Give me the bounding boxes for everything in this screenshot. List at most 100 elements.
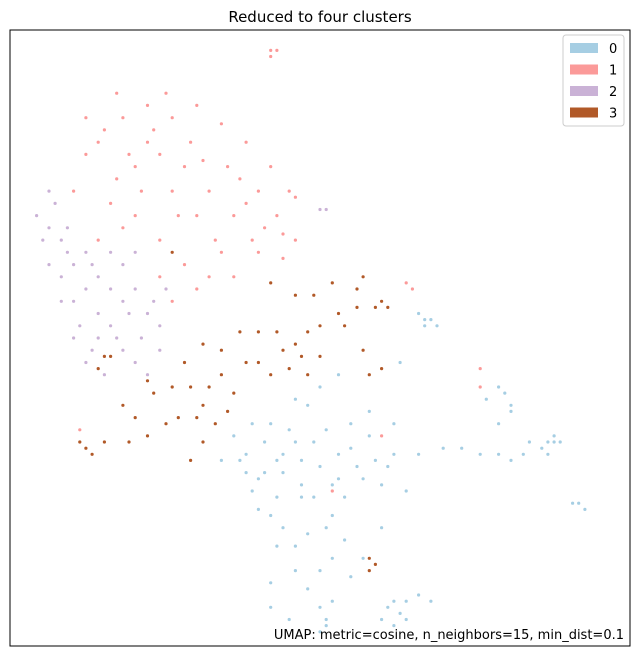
point-cluster-3 — [306, 373, 310, 377]
point-cluster-3 — [213, 422, 217, 426]
point-cluster-2 — [84, 287, 88, 291]
point-cluster-0 — [392, 599, 396, 603]
point-cluster-2 — [152, 299, 156, 303]
point-cluster-2 — [102, 373, 106, 377]
point-cluster-1 — [207, 275, 211, 279]
point-cluster-1 — [115, 91, 119, 95]
point-cluster-0 — [429, 599, 433, 603]
point-cluster-3 — [170, 250, 174, 254]
point-cluster-1 — [164, 91, 168, 95]
point-cluster-1 — [293, 238, 297, 242]
point-cluster-0 — [336, 452, 341, 456]
point-cluster-1 — [219, 122, 223, 126]
point-cluster-1 — [219, 250, 223, 254]
point-cluster-1 — [404, 281, 408, 285]
point-cluster-2 — [324, 207, 328, 212]
point-cluster-2 — [158, 348, 162, 352]
point-cluster-0 — [392, 624, 396, 628]
point-cluster-3 — [219, 373, 223, 377]
point-cluster-1 — [256, 250, 260, 254]
point-cluster-0 — [281, 471, 285, 475]
point-cluster-3 — [318, 324, 322, 328]
point-cluster-3 — [361, 275, 365, 279]
point-cluster-0 — [392, 452, 396, 456]
point-cluster-0 — [521, 452, 525, 456]
point-cluster-1 — [244, 140, 248, 144]
point-cluster-0 — [435, 324, 439, 328]
point-cluster-1 — [275, 214, 279, 218]
point-cluster-0 — [250, 422, 254, 426]
point-cluster-3 — [170, 385, 174, 389]
point-cluster-0 — [497, 422, 501, 426]
point-cluster-2 — [164, 287, 168, 291]
point-cluster-0 — [349, 422, 353, 426]
point-cluster-2 — [145, 311, 150, 316]
point-cluster-3 — [269, 281, 273, 285]
point-cluster-0 — [275, 495, 279, 499]
point-cluster-1 — [158, 275, 162, 279]
point-cluster-1 — [182, 165, 187, 169]
point-cluster-3 — [182, 360, 187, 365]
point-cluster-2 — [72, 263, 76, 267]
point-cluster-0 — [256, 507, 260, 511]
point-cluster-0 — [349, 575, 353, 579]
point-cluster-1 — [213, 238, 217, 242]
point-cluster-2 — [109, 287, 113, 291]
point-cluster-0 — [275, 458, 279, 462]
point-cluster-1 — [84, 152, 88, 156]
point-cluster-1 — [226, 165, 230, 169]
point-cluster-3 — [176, 416, 180, 420]
point-cluster-0 — [484, 397, 488, 401]
point-cluster-2 — [84, 360, 88, 365]
point-cluster-1 — [139, 189, 143, 193]
point-cluster-0 — [287, 617, 291, 622]
point-cluster-1 — [158, 152, 162, 156]
point-cluster-3 — [355, 287, 359, 291]
point-cluster-3 — [109, 354, 113, 358]
point-cluster-3 — [152, 391, 156, 395]
point-cluster-0 — [299, 483, 304, 487]
point-cluster-0 — [269, 513, 273, 518]
point-cluster-2 — [139, 336, 143, 340]
point-cluster-0 — [509, 409, 513, 413]
point-cluster-0 — [293, 569, 297, 573]
point-cluster-1 — [330, 489, 334, 493]
point-cluster-1 — [287, 189, 291, 193]
point-cluster-1 — [84, 116, 88, 120]
point-cluster-0 — [343, 495, 347, 499]
point-cluster-0 — [269, 605, 273, 609]
point-cluster-0 — [318, 385, 322, 389]
point-cluster-0 — [336, 477, 341, 481]
point-cluster-0 — [244, 471, 248, 475]
point-cluster-0 — [577, 501, 581, 505]
point-cluster-2 — [133, 250, 137, 254]
point-cluster-0 — [417, 593, 421, 597]
point-cluster-2 — [318, 207, 322, 212]
plot-area — [9, 29, 631, 647]
point-cluster-0 — [361, 556, 365, 560]
point-cluster-0 — [417, 452, 421, 456]
point-cluster-1 — [238, 177, 242, 181]
point-cluster-1 — [170, 116, 174, 120]
point-cluster-0 — [256, 477, 260, 481]
point-cluster-0 — [343, 538, 347, 542]
point-cluster-3 — [269, 373, 273, 377]
point-cluster-0 — [324, 617, 328, 622]
point-cluster-2 — [127, 311, 131, 316]
legend-swatch-cluster-0 — [570, 43, 598, 53]
point-cluster-3 — [102, 354, 106, 358]
point-cluster-0 — [330, 599, 334, 603]
point-cluster-0 — [367, 409, 371, 413]
point-cluster-3 — [330, 281, 334, 285]
point-cluster-2 — [121, 348, 125, 352]
point-cluster-1 — [244, 201, 248, 205]
point-cluster-0 — [441, 446, 445, 450]
point-cluster-2 — [115, 336, 119, 340]
point-cluster-3 — [219, 348, 223, 352]
point-cluster-3 — [207, 385, 211, 389]
point-cluster-1 — [195, 214, 199, 218]
point-cluster-2 — [96, 336, 100, 340]
point-cluster-1 — [275, 48, 279, 53]
point-cluster-1 — [207, 189, 211, 193]
